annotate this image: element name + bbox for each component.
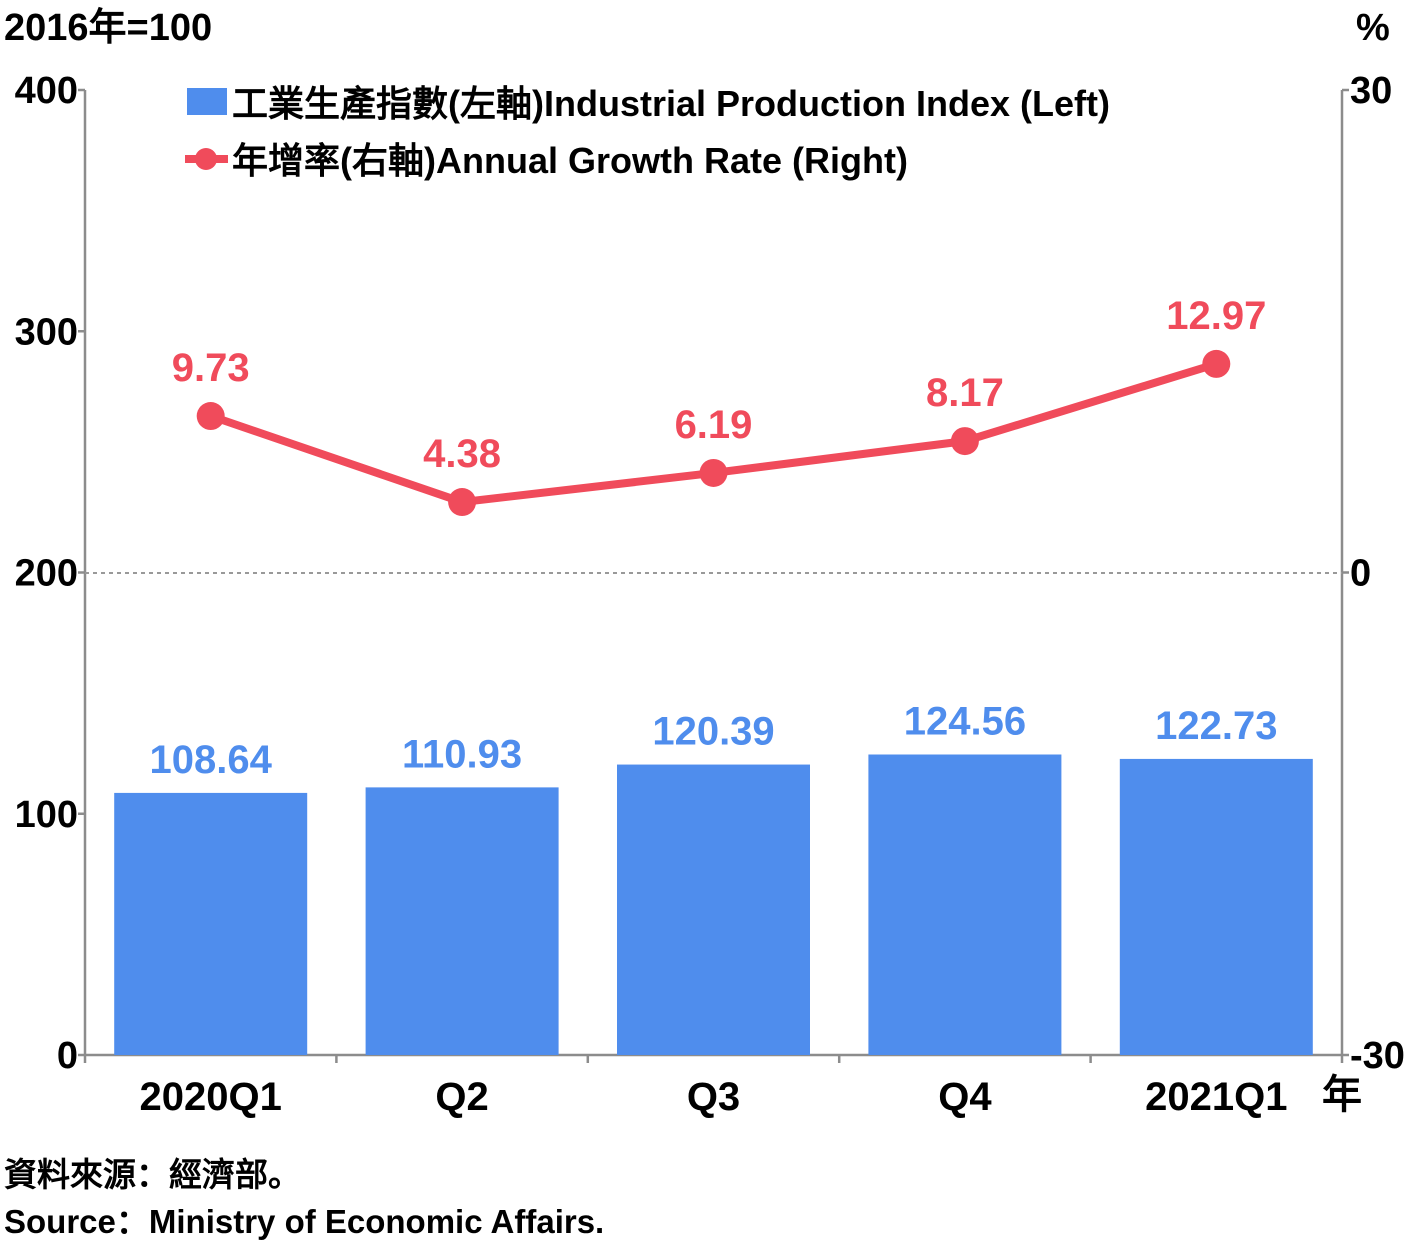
growth-value-label: 9.73 [172,346,250,390]
category-labels: 2020Q1 Q2 Q3 Q4 2021Q1 [140,1075,1288,1119]
bar-series [114,754,1313,1055]
growth-point [950,427,979,456]
bar-value-label: 108.64 [150,738,273,782]
bar [365,787,559,1055]
legend-line-marker [195,148,217,170]
growth-point [448,488,477,517]
legend-bar-swatch [187,88,227,115]
category-label: Q2 [435,1075,488,1119]
left-axis-unit: 2016年=100 [4,7,212,49]
growth-value-label: 6.19 [675,403,753,447]
line-series [196,349,1231,517]
growth-point [1202,349,1231,378]
bar-value-label: 120.39 [652,710,774,754]
source-en: Source：Ministry of Economic Affairs. [4,1203,604,1240]
bar-data-labels: 108.64 110.93 120.39 124.56 122.73 [150,699,1278,781]
x-axis-ticks [83,1055,1344,1063]
bar-value-label: 110.93 [402,732,522,776]
category-label: 2021Q1 [1145,1075,1287,1119]
growth-value-label: 4.38 [423,432,501,476]
growth-value-label: 12.97 [1166,294,1266,338]
bar-value-label: 122.73 [1155,704,1277,748]
legend: 工業生產指數(左軸)Industrial Production Index (L… [185,83,1110,181]
bar [617,764,810,1055]
bar [1119,758,1313,1055]
left-tick-label: 300 [15,311,78,353]
right-axis-ticks: -30 0 30 [1342,70,1405,1077]
left-tick-label: 200 [15,553,78,595]
legend-bar-label: 工業生產指數(左軸)Industrial Production Index (L… [232,83,1110,124]
right-tick-label: 0 [1350,553,1371,595]
x-axis-unit: 年 [1322,1073,1362,1117]
bar-value-label: 124.56 [904,699,1026,743]
right-tick-label: 30 [1350,70,1392,112]
category-label: 2020Q1 [140,1075,282,1119]
bar [114,792,308,1055]
growth-point [699,458,728,487]
category-label: Q3 [687,1075,740,1119]
bar [868,754,1062,1055]
growth-value-label: 8.17 [926,371,1004,415]
left-tick-label: 0 [57,1035,78,1077]
source-zh: 資料來源：經濟部。 [4,1156,301,1193]
line-data-labels: 9.73 4.38 6.19 8.17 12.97 [172,294,1267,476]
legend-line-label: 年增率(右軸)Annual Growth Rate (Right) [232,140,908,181]
right-axis-unit: % [1356,7,1390,49]
right-tick-label: -30 [1350,1035,1405,1077]
growth-point [196,402,225,431]
left-tick-label: 100 [15,794,78,836]
category-label: Q4 [938,1075,992,1119]
left-tick-label: 400 [15,70,78,112]
left-axis-ticks: 0 100 200 300 400 [15,70,85,1077]
